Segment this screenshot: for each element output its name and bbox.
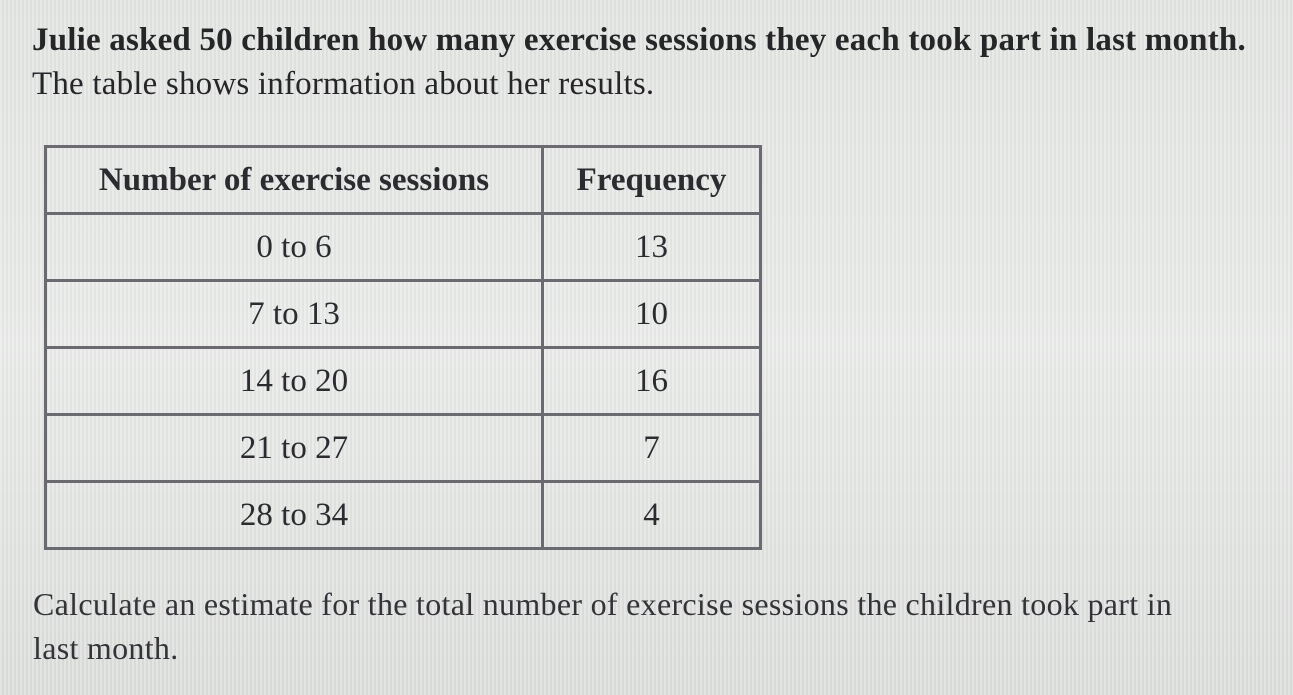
- intro-line-1: Julie asked 50 children how many exercis…: [32, 22, 1246, 58]
- table-row: 0 to 6 13: [44, 212, 762, 282]
- header-frequency: Frequency: [541, 145, 762, 215]
- intro-text: Julie asked 50 children how many exercis…: [32, 18, 1246, 106]
- sessions-cell: 0 to 6: [44, 212, 544, 282]
- table-header-row: Number of exercise sessions Frequency: [44, 145, 762, 215]
- question-text: Calculate an estimate for the total numb…: [33, 582, 1172, 670]
- frequency-cell: 13: [541, 212, 762, 282]
- question-line-1: Calculate an estimate for the total numb…: [33, 586, 1173, 622]
- sessions-cell: 14 to 20: [44, 346, 544, 416]
- intro-line-2: The table shows information about her re…: [32, 66, 655, 102]
- table-row: 14 to 20 16: [44, 346, 762, 416]
- table-row: 7 to 13 10: [44, 279, 762, 349]
- sessions-cell: 21 to 27: [44, 413, 544, 483]
- table-row: 28 to 34 4: [44, 480, 762, 550]
- table-row: 21 to 27 7: [44, 413, 762, 483]
- header-sessions: Number of exercise sessions: [44, 145, 544, 215]
- frequency-cell: 7: [541, 413, 762, 483]
- question-line-2: last month.: [33, 630, 179, 666]
- frequency-cell: 16: [541, 346, 762, 416]
- sessions-cell: 7 to 13: [44, 279, 544, 349]
- frequency-cell: 4: [541, 480, 762, 550]
- frequency-table: Number of exercise sessions Frequency 0 …: [44, 145, 762, 550]
- sessions-cell: 28 to 34: [44, 480, 544, 550]
- frequency-cell: 10: [541, 279, 762, 349]
